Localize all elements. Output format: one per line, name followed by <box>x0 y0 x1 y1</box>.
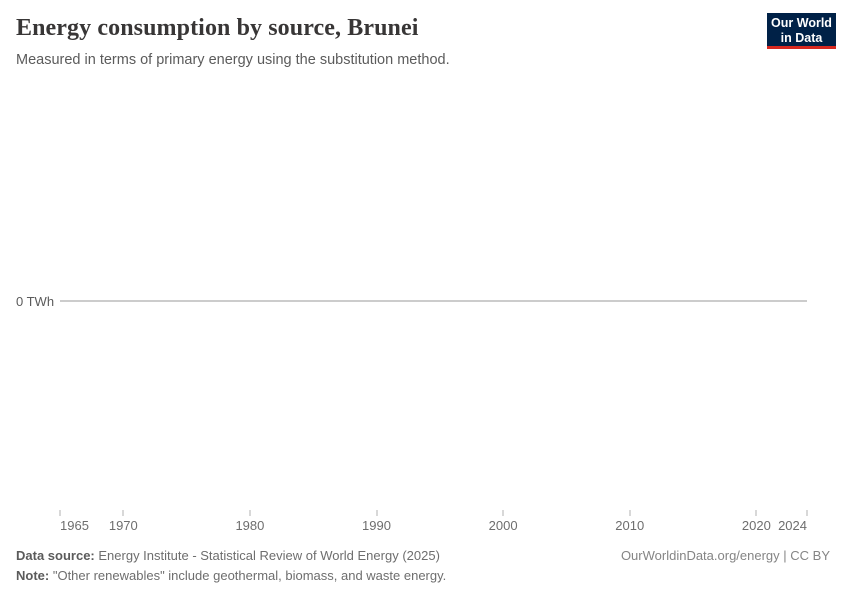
owid-logo-line1: Our World <box>771 16 832 30</box>
x-tick-label: 1965 <box>60 518 89 533</box>
x-tick-mark <box>59 510 61 516</box>
zero-baseline <box>60 300 807 302</box>
footer-source-label: Data source: <box>16 548 95 563</box>
footer-license-link[interactable]: OurWorldinData.org/energy | CC BY <box>620 548 830 563</box>
owid-logo-line2: in Data <box>780 30 823 45</box>
x-tick-mark <box>376 510 378 516</box>
x-axis: 1965 1970 1980 1990 2000 2010 2020 2024 <box>59 510 808 536</box>
x-tick-label: 2000 <box>488 518 518 533</box>
x-tick-mark <box>249 510 251 516</box>
x-tick-mark <box>806 510 808 516</box>
footer-source-text: Energy Institute - Statistical Review of… <box>98 548 440 563</box>
y-axis-zero-label: 0 TWh <box>16 294 55 309</box>
footer-note: Note: "Other renewables" include geother… <box>16 568 616 583</box>
page-title: Energy consumption by source, Brunei <box>16 15 419 41</box>
page-subtitle: Measured in terms of primary energy usin… <box>16 52 450 68</box>
x-tick-label: 2010 <box>615 518 645 533</box>
owid-logo[interactable]: Our World in Data <box>767 13 836 49</box>
x-tick-label: 1980 <box>235 518 265 533</box>
footer-source: Data source: Energy Institute - Statisti… <box>16 548 616 563</box>
x-tick-mark <box>629 510 631 516</box>
x-tick-mark <box>755 510 757 516</box>
x-tick-label: 2024 <box>778 518 807 533</box>
x-tick-mark <box>122 510 124 516</box>
x-tick-label: 2020 <box>741 518 771 533</box>
x-tick-label: 1970 <box>108 518 138 533</box>
x-tick-label: 1990 <box>362 518 391 533</box>
footer-note-text: "Other renewables" include geothermal, b… <box>52 568 447 583</box>
x-tick-mark <box>502 510 504 516</box>
footer-note-label: Note: <box>16 568 50 583</box>
